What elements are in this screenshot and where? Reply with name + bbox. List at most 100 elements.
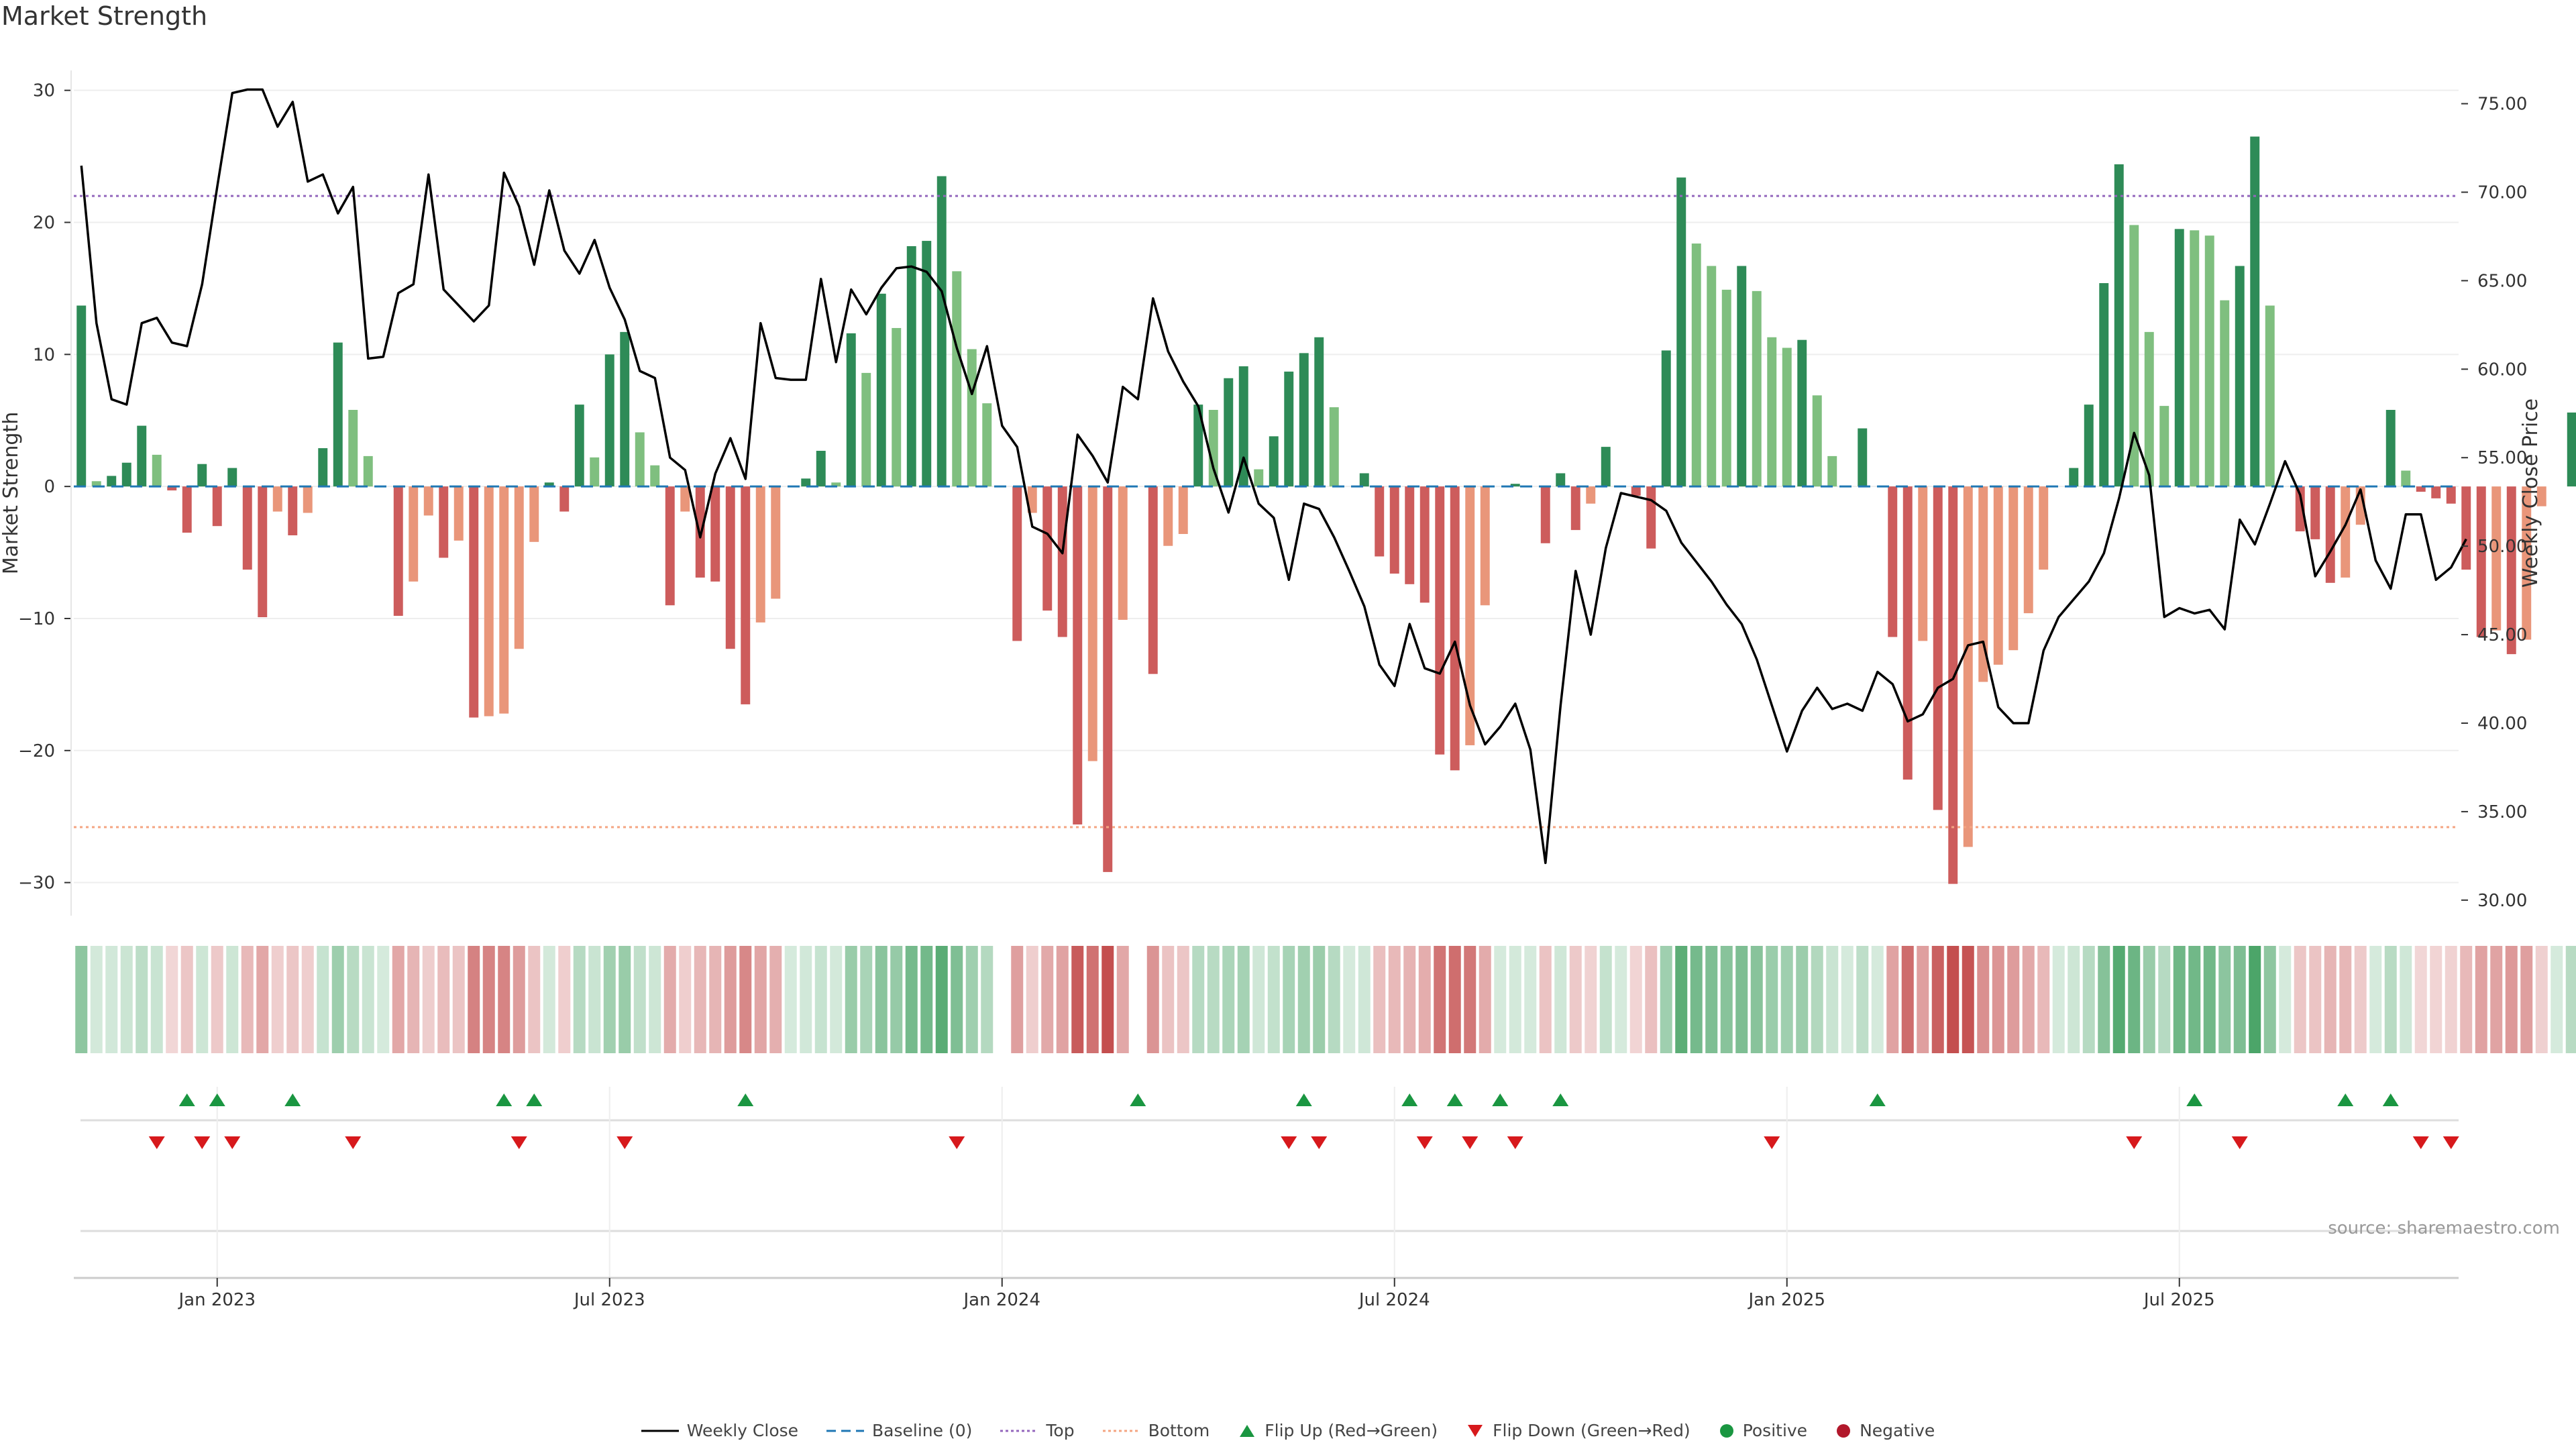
strength-bar [1405,486,1415,584]
heatmap-cell [2007,946,2020,1053]
heatmap-cell [2324,946,2337,1053]
flip-down-marker [2443,1136,2459,1149]
strength-bar [2310,486,2320,539]
heatmap-cell [1599,946,1612,1053]
strength-bar [710,486,720,582]
reference-lines [74,195,2459,828]
strength-bar [348,410,358,487]
heatmap-cell [1313,946,1326,1053]
legend-bottom-label: Bottom [1148,1421,1210,1440]
strength-bar [680,486,690,512]
strength-bar [242,486,252,570]
heatmap-cell [754,946,767,1053]
strength-bar [1540,486,1550,543]
strength-bar [1375,486,1385,557]
strength-bar [2174,229,2184,487]
strength-bar [2506,486,2516,655]
heatmap-cell [1011,946,1024,1053]
heatmap-cell [1464,946,1477,1053]
legend-weekly-close: Weekly Close [641,1421,798,1440]
strength-bar [2099,283,2109,487]
strength-bar [574,405,584,487]
heatmap-cell [2520,946,2533,1053]
flip-down-marker [2412,1136,2429,1149]
legend-top-swatch [1000,1430,1038,1432]
strength-bar [152,454,162,487]
legend-flip-up-label: Flip Up (Red→Green) [1265,1421,1438,1440]
strength-bar [167,486,177,491]
strength-bar [544,482,554,487]
strength-bar [1178,486,1188,535]
flip-down-marker [949,1136,965,1149]
heatmap-cell [800,946,812,1053]
legend-flip-up: Flip Up (Red→Green) [1238,1421,1438,1440]
strength-bar [2446,486,2456,504]
axes: 30 20 10 0 −10 −20 −30 75.00 70.00 65.00 60.00 55.0… [0,70,2542,1310]
strength-bar [409,486,419,582]
heatmap-cell [2112,946,2125,1053]
strength-bar [1435,486,1445,755]
strength-bar [1057,486,1067,637]
strength-bar [2129,225,2139,487]
flip-up-marker [1295,1093,1312,1106]
heatmap-cell [301,946,314,1053]
strength-bar [1797,339,1807,487]
heatmap-cell [2460,946,2473,1053]
strength-bar [1419,486,1430,603]
heatmap-cell [920,946,933,1053]
strength-bar [2008,486,2019,651]
heatmap-cell [1358,946,1371,1053]
strength-bar [1284,371,1294,487]
strength-bar [469,486,479,718]
strength-bar [121,462,131,487]
heatmap-cell [709,946,722,1053]
legend-line-swatch [641,1430,679,1432]
strength-bar [1359,473,1369,487]
y2-tick-label: 75.00 [2477,95,2527,115]
heatmap-cell [965,946,978,1053]
strength-bar [1676,177,1686,487]
heatmap-cell [981,946,994,1053]
dot-red-icon [1837,1424,1851,1438]
flip-down-marker [1281,1136,1297,1149]
legend: Weekly Close Baseline (0) Top Bottom Fli… [0,1421,2576,1440]
heatmap-cell [1177,946,1189,1053]
strength-bar [1269,436,1279,487]
strength-bar [1224,378,1234,487]
strength-bar [922,241,932,487]
strength-bar [936,176,947,487]
strength-bar [227,468,237,487]
flip-down-marker [1764,1136,1780,1149]
strength-bar [665,486,675,606]
triangle-down-icon [1468,1424,1483,1437]
heatmap-cell [1373,946,1386,1053]
x-tick-label: Jul 2024 [1358,1290,1430,1310]
strength-bar [2039,486,2049,570]
heatmap-cell [724,946,737,1053]
heatmap-cell [633,946,646,1053]
y-tick-label: 0 [44,477,55,497]
strength-bar [2522,486,2532,640]
strength-bar [318,448,328,487]
strength-bar [1238,366,1248,487]
heatmap-cell [2505,946,2518,1053]
strength-bar [1570,486,1580,531]
heatmap-cell [452,946,465,1053]
heatmap-cell [1811,946,1823,1053]
flip-up-marker [496,1093,513,1106]
strength-bar [801,478,811,487]
strength-bar [846,333,856,487]
heatmap-cell [1871,946,1884,1053]
heatmap-cell [2414,946,2427,1053]
flip-up-marker [178,1093,195,1106]
flip-down-marker [224,1136,241,1149]
strength-bar [1103,486,1113,872]
heatmap-cell [105,946,118,1053]
strength-bar [2385,410,2396,487]
strength-bar [2341,486,2351,578]
heatmap-cell [935,946,948,1053]
y2-tick-label: 35.00 [2477,802,2527,822]
strength-bar [2431,486,2441,498]
heatmap-cell [951,946,963,1053]
